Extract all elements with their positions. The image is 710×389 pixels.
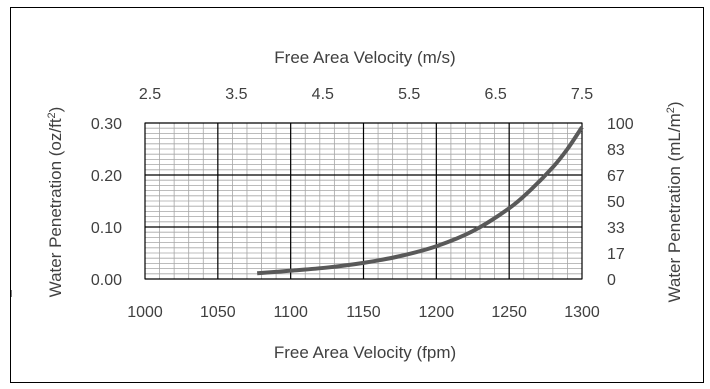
x-top-axis-title: Free Area Velocity (m/s) [274, 48, 455, 67]
plot-area-border [144, 122, 583, 280]
x-bottom-tick-label: 1150 [346, 304, 381, 321]
y-right-tick-label: 100 [607, 116, 634, 133]
y-left-axis-title: Water Penetration (oz/ft2) [46, 107, 65, 298]
x-bottom-tick-label: 1100 [273, 304, 308, 321]
x-top-tick-label: 6.5 [484, 86, 506, 103]
y-left-axis-title-main: Water Penetration (oz/ft [46, 118, 65, 297]
y-left-tick-label: 0.20 [91, 168, 122, 185]
y-left-axis-title-sup: 2 [46, 112, 58, 118]
x-bottom-tick-label: 1200 [419, 304, 455, 321]
x-top-tick-label: 7.5 [571, 86, 593, 103]
series-line-1 [257, 126, 584, 276]
x-top-tick-label: 3.5 [225, 86, 247, 103]
x-bottom-tick-label: 1250 [491, 304, 527, 321]
y-left-tick-label: 0.30 [91, 116, 122, 133]
y-right-tick-label: 83 [607, 142, 625, 159]
y-right-tick-label: 17 [607, 246, 625, 263]
y-right-tick-label: 0 [607, 272, 616, 289]
series-layer [257, 126, 584, 276]
chart-frame [10, 7, 704, 383]
x-bottom-tick-label: 1050 [200, 304, 236, 321]
y-left-tick-label: 0.00 [91, 272, 122, 289]
x-top-tick-label: 5.5 [398, 86, 420, 103]
y-right-axis-title-end: ) [665, 101, 684, 107]
x-bottom-tick-label: 1300 [564, 304, 600, 321]
x-bottom-axis-title: Free Area Velocity (fpm) [274, 343, 456, 362]
x-top-tick-label: 4.5 [312, 86, 334, 103]
x-bottom-tick-label: 1000 [127, 304, 163, 321]
y-left-axis-title-end: ) [46, 107, 65, 113]
y-right-tick-label: 50 [607, 194, 625, 211]
x-top-tick-label: 2.5 [139, 86, 161, 103]
y-right-axis-title: Water Penetration (mL/m2) [665, 101, 684, 302]
y-right-tick-label: 33 [607, 220, 625, 237]
y-right-axis-title-sup: 2 [665, 107, 677, 113]
y-right-tick-label: 67 [607, 168, 625, 185]
y-left-tick-label: 0.10 [91, 220, 122, 237]
y-right-axis-title-main: Water Penetration (mL/m [665, 113, 684, 302]
